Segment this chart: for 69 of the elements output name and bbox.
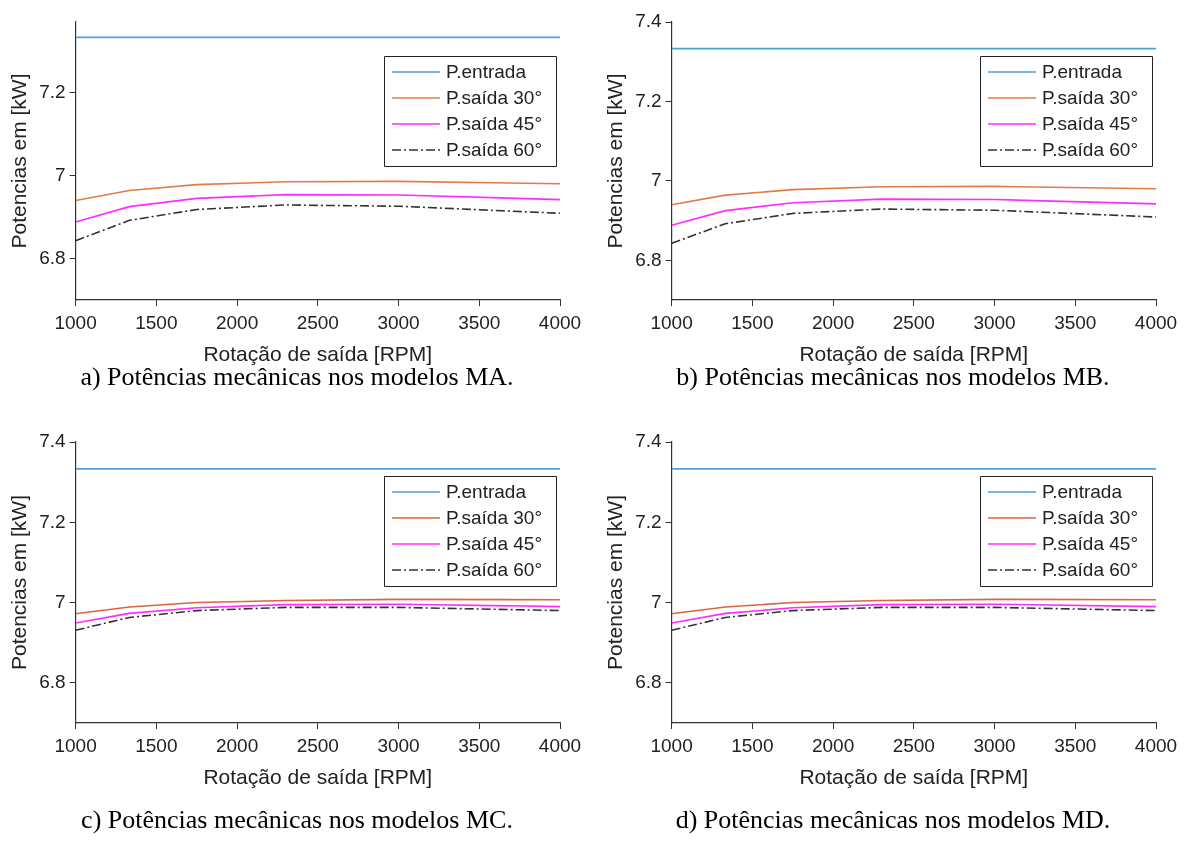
y-tick-label: 6.8 [39, 671, 66, 693]
x-axis-title: Rotação de saída [RPM] [203, 765, 433, 789]
x-tick-label: 1000 [54, 311, 97, 333]
legend-label: P.saída 60° [446, 559, 543, 581]
y-tick-label: 7.2 [635, 510, 662, 532]
y-axis-title: Potencias em [kW] [603, 73, 627, 249]
x-tick-label: 4000 [1134, 311, 1178, 333]
y-tick-label: 7.2 [635, 89, 662, 111]
x-tick-label: 3000 [973, 311, 1016, 333]
legend-label: P.saída 60° [446, 139, 543, 161]
x-tick-label: 3500 [458, 734, 501, 756]
x-tick-label: 2000 [811, 734, 855, 756]
legend-label: P.saída 45° [1042, 533, 1139, 555]
x-tick-label: 3500 [1054, 311, 1097, 333]
legend-label: P.entrada [1042, 61, 1123, 83]
y-tick-label: 7.4 [635, 10, 663, 32]
y-tick-label: 6.8 [39, 246, 66, 268]
y-tick-label: 7.4 [635, 430, 663, 452]
x-tick-label: 1500 [135, 311, 178, 333]
y-axis-title: Potencias em [kW] [603, 494, 627, 671]
legend-label: P.saída 30° [446, 87, 543, 109]
x-tick-label: 4000 [538, 734, 582, 756]
x-tick-label: 3000 [377, 734, 420, 756]
x-tick-label: 3500 [1054, 734, 1097, 756]
x-axis-title: Rotação de saída [RPM] [799, 765, 1029, 789]
x-tick-label: 3000 [377, 311, 420, 333]
x-tick-label: 2000 [215, 311, 259, 333]
legend-label: P.entrada [1042, 481, 1123, 503]
x-axis-title: Rotação de saída [RPM] [203, 342, 433, 366]
x-tick-label: 1500 [731, 311, 774, 333]
legend-label: P.entrada [446, 481, 527, 503]
y-tick-label: 7.2 [39, 80, 66, 102]
y-tick-label: 6.8 [635, 671, 662, 693]
x-tick-label: 2000 [811, 311, 855, 333]
x-tick-label: 2500 [296, 734, 339, 756]
legend-label: P.saída 45° [1042, 113, 1139, 135]
text: d) Potências mecânicas nos modelos MD. [674, 805, 1112, 835]
legend-label: P.saída 60° [1042, 139, 1139, 161]
legend-label: P.entrada [446, 61, 527, 83]
x-tick-label: 2500 [296, 311, 339, 333]
y-tick-label: 7 [55, 590, 66, 612]
x-tick-label: 2000 [215, 734, 259, 756]
x-axis-title: Rotação de saída [RPM] [799, 342, 1029, 366]
y-axis-title: Potencias em [kW] [7, 494, 31, 671]
y-tick-label: 7 [651, 590, 662, 612]
x-tick-label: 1000 [650, 311, 693, 333]
y-axis-title: Potencias em [kW] [7, 73, 31, 249]
x-tick-label: 4000 [1134, 734, 1178, 756]
y-tick-label: 7 [651, 169, 662, 191]
x-tick-label: 1000 [54, 734, 97, 756]
x-tick-label: 4000 [538, 311, 582, 333]
legend-label: P.saída 60° [1042, 559, 1139, 581]
x-tick-label: 1000 [650, 734, 693, 756]
legend-label: P.saída 30° [1042, 507, 1139, 529]
x-tick-label: 2500 [892, 734, 935, 756]
y-tick-label: 7.2 [39, 510, 66, 532]
legend-label: P.saída 45° [446, 533, 543, 555]
legend-label: P.saída 30° [446, 507, 543, 529]
x-tick-label: 1500 [135, 734, 178, 756]
x-tick-label: 3500 [458, 311, 501, 333]
x-tick-label: 3000 [973, 734, 1016, 756]
text: c) Potências mecânicas nos modelos MC. [80, 805, 514, 835]
legend-label: P.saída 30° [1042, 87, 1139, 109]
y-tick-label: 7 [55, 163, 66, 185]
y-tick-label: 7.4 [39, 430, 67, 452]
y-tick-label: 6.8 [635, 248, 662, 270]
x-tick-label: 2500 [892, 311, 935, 333]
x-tick-label: 1500 [731, 734, 774, 756]
legend-label: P.saída 45° [446, 113, 543, 135]
